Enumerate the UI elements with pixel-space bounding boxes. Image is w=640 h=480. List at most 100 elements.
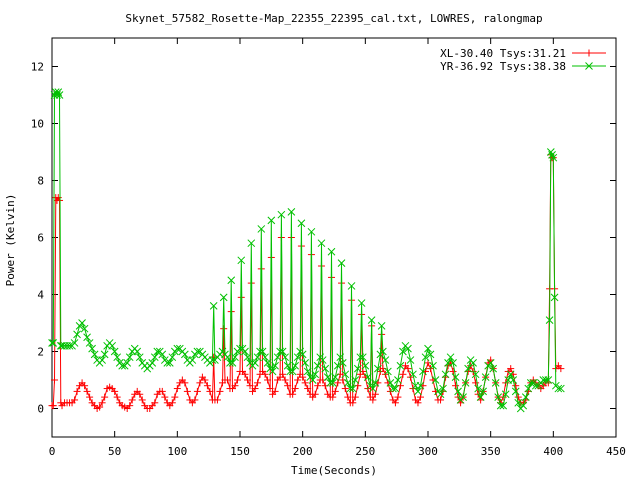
data-point bbox=[83, 387, 91, 395]
data-point bbox=[287, 207, 296, 216]
data-point bbox=[191, 396, 199, 404]
data-point bbox=[491, 378, 500, 387]
data-point bbox=[271, 387, 279, 395]
data-point bbox=[220, 325, 228, 333]
data-point bbox=[210, 353, 218, 361]
data-point bbox=[151, 399, 159, 407]
data-point bbox=[110, 347, 119, 356]
data-point bbox=[271, 361, 279, 370]
data-point bbox=[399, 370, 407, 378]
data-point bbox=[494, 393, 503, 401]
data-point bbox=[168, 353, 177, 362]
data-point bbox=[98, 399, 106, 407]
data-point bbox=[111, 387, 119, 395]
data-point bbox=[321, 364, 330, 373]
data-point bbox=[550, 293, 559, 302]
data-point bbox=[344, 393, 352, 401]
data-point bbox=[298, 350, 307, 359]
data-point bbox=[244, 376, 252, 384]
data-point bbox=[101, 393, 109, 401]
data-point bbox=[391, 384, 400, 393]
data-point bbox=[479, 387, 488, 396]
data-point bbox=[337, 259, 346, 268]
data-point bbox=[49, 402, 57, 410]
data-point bbox=[158, 387, 166, 395]
data-point bbox=[233, 376, 241, 384]
data-point bbox=[113, 353, 122, 362]
data-point bbox=[368, 384, 377, 393]
data-point bbox=[165, 359, 174, 367]
data-point bbox=[291, 361, 300, 370]
data-point bbox=[56, 341, 65, 350]
y-axis-label: Power (Kelvin) bbox=[4, 194, 17, 287]
data-point bbox=[171, 393, 179, 401]
data-point bbox=[223, 376, 231, 384]
data-point bbox=[65, 341, 74, 350]
data-point bbox=[461, 378, 470, 387]
x-tick-label: 250 bbox=[355, 445, 375, 458]
data-point bbox=[48, 339, 56, 347]
data-point bbox=[349, 399, 357, 407]
series-layer bbox=[48, 88, 565, 413]
data-point bbox=[389, 384, 397, 393]
data-point bbox=[347, 282, 356, 290]
data-point bbox=[261, 353, 269, 362]
data-point bbox=[431, 376, 440, 384]
x-axis: 0 50 100 150 200 250 300 350 400 450 bbox=[49, 38, 626, 458]
data-point bbox=[206, 387, 214, 395]
data-point bbox=[336, 353, 345, 362]
data-point bbox=[381, 356, 390, 364]
data-point bbox=[49, 339, 58, 347]
data-point bbox=[526, 378, 535, 387]
data-point bbox=[394, 376, 402, 384]
data-point bbox=[289, 390, 297, 398]
data-point bbox=[328, 378, 337, 387]
data-point bbox=[71, 396, 79, 404]
data-point bbox=[338, 359, 347, 367]
data-point bbox=[351, 376, 360, 384]
data-point bbox=[406, 356, 415, 364]
x-tick-label: 50 bbox=[108, 445, 121, 458]
data-point bbox=[333, 361, 342, 370]
y-tick-label: 10 bbox=[31, 118, 44, 131]
data-point bbox=[297, 219, 306, 228]
data-point bbox=[247, 239, 256, 248]
data-point bbox=[317, 239, 326, 248]
data-point bbox=[108, 341, 117, 350]
y-tick-label: 4 bbox=[37, 289, 44, 302]
data-point bbox=[441, 370, 450, 379]
data-point bbox=[219, 293, 228, 302]
data-point bbox=[268, 367, 277, 376]
data-point bbox=[299, 373, 307, 381]
data-point bbox=[264, 376, 272, 384]
data-point bbox=[379, 347, 387, 356]
data-point bbox=[348, 384, 357, 393]
data-point bbox=[161, 393, 169, 401]
data-point bbox=[133, 347, 142, 356]
data-point bbox=[237, 256, 246, 265]
data-point bbox=[183, 387, 191, 395]
data-point bbox=[118, 361, 127, 370]
data-point bbox=[83, 333, 91, 342]
data-point bbox=[507, 365, 515, 373]
data-point bbox=[311, 390, 319, 398]
data-point bbox=[254, 379, 262, 387]
data-point bbox=[519, 401, 528, 410]
data-point bbox=[311, 370, 320, 379]
data-point bbox=[358, 353, 367, 362]
data-point bbox=[277, 210, 286, 219]
data-point bbox=[304, 385, 312, 393]
data-point bbox=[459, 393, 467, 401]
data-point bbox=[181, 379, 189, 387]
data-point bbox=[424, 344, 432, 353]
y-tick-label: 6 bbox=[37, 232, 44, 245]
data-point bbox=[409, 370, 417, 379]
data-point bbox=[153, 347, 162, 356]
data-point bbox=[557, 365, 565, 373]
data-point bbox=[541, 376, 550, 384]
data-point bbox=[258, 347, 267, 356]
data-point bbox=[369, 396, 377, 404]
data-point bbox=[391, 399, 399, 407]
data-point bbox=[426, 350, 435, 359]
